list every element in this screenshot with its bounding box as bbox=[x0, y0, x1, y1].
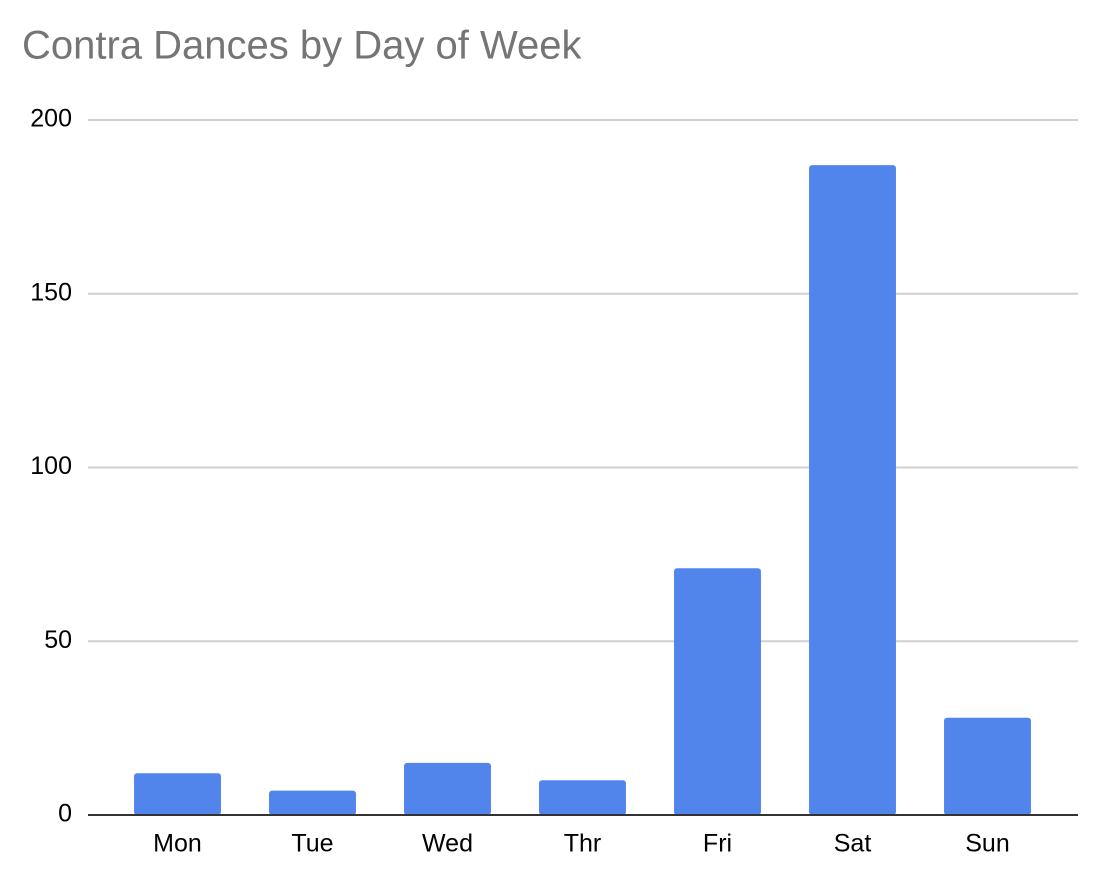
y-tick-label: 100 bbox=[30, 452, 72, 480]
x-tick-label: Wed bbox=[422, 830, 473, 858]
x-tick-label: Fri bbox=[703, 830, 732, 858]
bar bbox=[539, 780, 626, 815]
x-tick-label: Sat bbox=[834, 830, 872, 858]
x-tick-label: Thr bbox=[564, 830, 602, 858]
x-tick-label: Mon bbox=[153, 830, 202, 858]
bar bbox=[134, 773, 221, 815]
bar bbox=[944, 717, 1031, 815]
x-tick-label: Tue bbox=[291, 830, 333, 858]
chart-title: Contra Dances by Day of Week bbox=[22, 24, 583, 68]
bar bbox=[269, 790, 356, 815]
x-tick-label: Sun bbox=[965, 830, 1009, 858]
y-tick-label: 200 bbox=[30, 105, 72, 133]
y-tick-label: 50 bbox=[44, 626, 72, 654]
y-tick-label: 150 bbox=[30, 278, 72, 306]
bar bbox=[809, 165, 896, 816]
y-tick-label: 0 bbox=[58, 800, 72, 828]
bar bbox=[674, 568, 761, 815]
bar bbox=[404, 762, 491, 815]
